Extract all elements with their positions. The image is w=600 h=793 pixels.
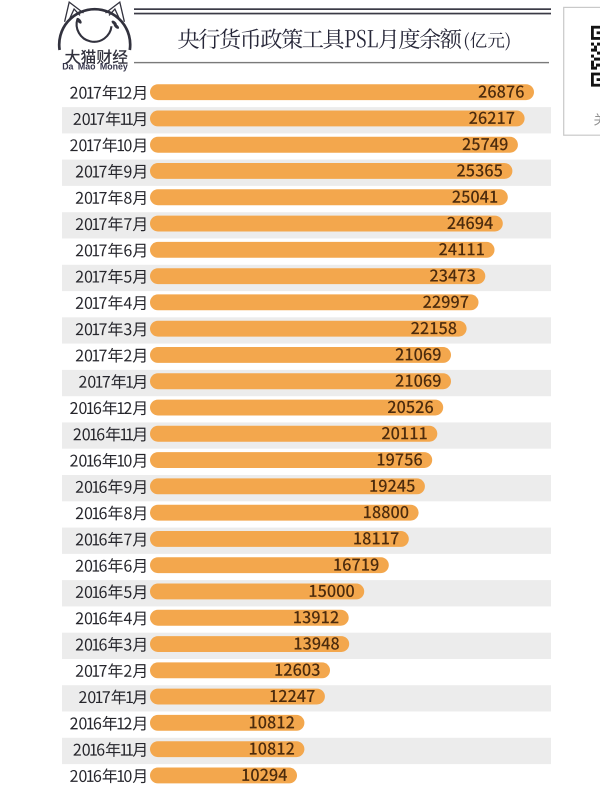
svg-text:Da Mao Money: Da Mao Money [62,62,128,72]
